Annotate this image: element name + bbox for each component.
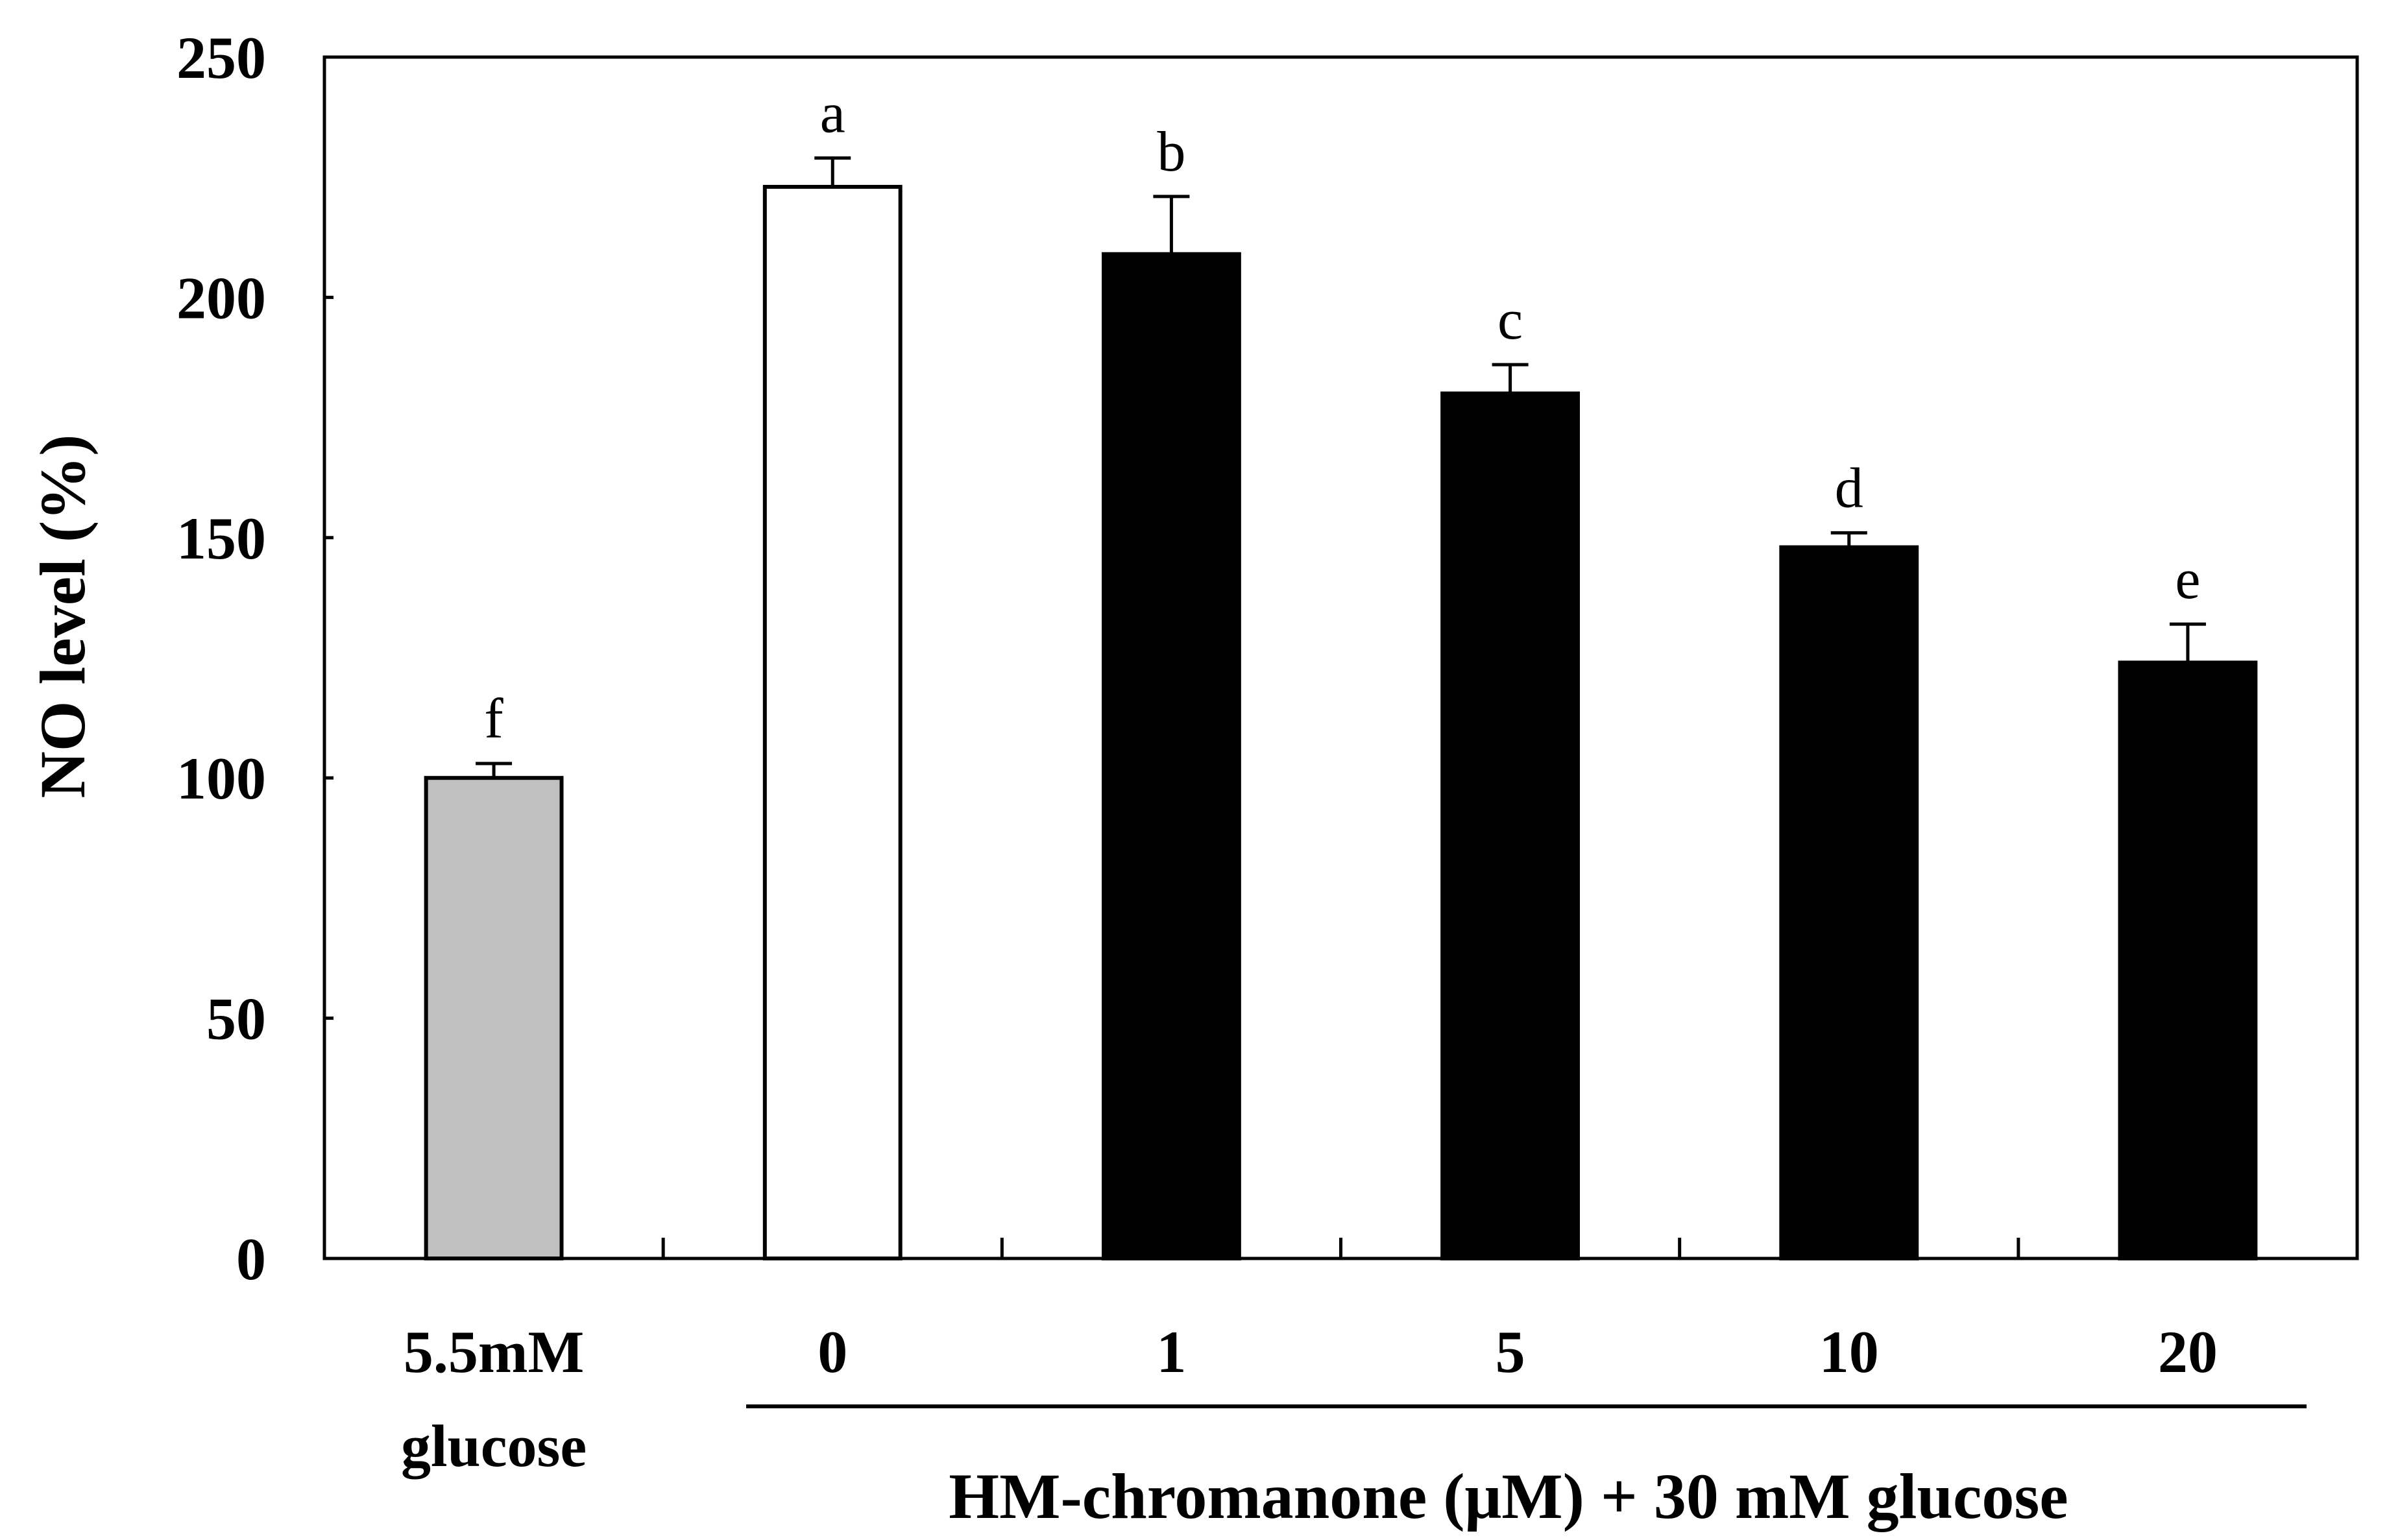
group-label: HM-chromanone (μM) + 30 mM glucose bbox=[949, 1460, 2068, 1532]
y-axis-ticks: 0 50 100 150 200 250 bbox=[176, 25, 333, 1292]
y-tick-label: 200 bbox=[176, 265, 266, 331]
y-tick-label: 0 bbox=[236, 1226, 266, 1292]
significance-labels: f a b c d e bbox=[484, 82, 2200, 751]
y-tick-label: 50 bbox=[206, 986, 266, 1052]
x-tick-label: 0 bbox=[818, 1319, 847, 1385]
significance-letter: f bbox=[484, 688, 503, 751]
y-axis-label: NO level (%) bbox=[27, 435, 99, 799]
bar bbox=[2118, 660, 2258, 1260]
y-tick-label: 150 bbox=[176, 505, 266, 571]
x-tick-labels: 5.5mM glucose 0 1 5 10 20 bbox=[401, 1319, 2218, 1479]
significance-letter: c bbox=[1497, 289, 1523, 352]
y-tick-label: 100 bbox=[176, 745, 266, 812]
significance-letter: d bbox=[1835, 457, 1863, 520]
x-tick-label: 1 bbox=[1156, 1319, 1186, 1385]
y-tick-label: 250 bbox=[176, 25, 266, 91]
bar bbox=[1440, 391, 1581, 1260]
x-tick-label: 10 bbox=[1819, 1319, 1879, 1385]
bar bbox=[762, 185, 903, 1260]
x-tick-label-line2: glucose bbox=[401, 1413, 587, 1479]
x-tick-label: 5.5mM bbox=[404, 1319, 584, 1385]
bar bbox=[1779, 545, 1919, 1261]
x-axis-ticks bbox=[661, 1238, 2020, 1258]
bar bbox=[1101, 252, 1241, 1260]
bar bbox=[424, 776, 564, 1260]
significance-letter: b bbox=[1157, 121, 1185, 184]
bars bbox=[424, 185, 2258, 1261]
error-bars bbox=[476, 156, 2206, 778]
x-tick-label: 20 bbox=[2158, 1319, 2218, 1385]
x-tick-label: 5 bbox=[1496, 1319, 1525, 1385]
significance-letter: a bbox=[820, 82, 845, 145]
plot-frame bbox=[322, 55, 2359, 1260]
significance-letter: e bbox=[2175, 548, 2200, 611]
